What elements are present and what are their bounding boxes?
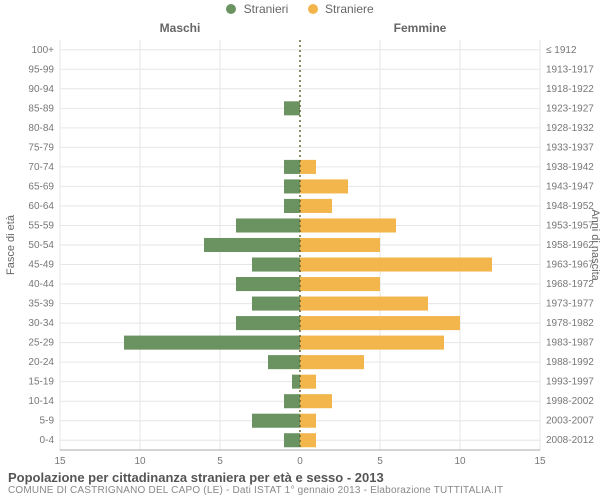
birth-year-label: 1988-1992	[546, 357, 594, 368]
age-label: 75-79	[28, 142, 54, 153]
caption-subtitle: COMUNE DI CASTRIGNANO DEL CAPO (LE) - Da…	[8, 485, 592, 496]
plot-area: 5 5 10 10 15 15 0 100+ ≤ 1912 95-99 1913-1917 90-94…	[0, 0, 600, 500]
bar-male	[252, 257, 300, 271]
age-label: 25-29	[28, 338, 54, 349]
bar-female	[300, 414, 316, 428]
x-tick-label: 10	[134, 456, 146, 467]
x-tick-label: 0	[297, 456, 303, 467]
bar-female	[300, 355, 364, 369]
age-label: 30-34	[28, 318, 54, 329]
age-label: 10-14	[28, 396, 54, 407]
birth-year-label: 1958-1962	[546, 240, 594, 251]
bar-female	[300, 238, 380, 252]
birth-year-label: 1973-1977	[546, 299, 594, 310]
age-label: 0-4	[40, 435, 55, 446]
legend-swatch-straniere	[308, 4, 318, 14]
birth-year-label: 2003-2007	[546, 416, 594, 427]
birth-year-label: 1913-1917	[546, 64, 594, 75]
x-tick-label: 10	[454, 456, 466, 467]
bar-male	[284, 101, 300, 115]
age-label: 60-64	[28, 201, 54, 212]
y-axis-left-title: Fasce di età	[5, 214, 17, 275]
bar-male	[292, 375, 300, 389]
chart-caption: Popolazione per cittadinanza straniera p…	[8, 470, 592, 496]
panel-title-male: Maschi	[160, 21, 201, 35]
age-label: 40-44	[28, 279, 54, 290]
bar-male	[204, 238, 300, 252]
birth-year-label: 1998-2002	[546, 396, 594, 407]
bar-female	[300, 179, 348, 193]
bar-female	[300, 433, 316, 447]
birth-year-label: 1948-1952	[546, 201, 594, 212]
age-label: 85-89	[28, 103, 54, 114]
age-label: 15-19	[28, 377, 54, 388]
birth-year-label: 1928-1932	[546, 123, 594, 134]
age-label: 20-24	[28, 357, 54, 368]
bar-female	[300, 394, 332, 408]
birth-year-label: 1953-1957	[546, 220, 594, 231]
birth-year-label: ≤ 1912	[546, 45, 577, 56]
bar-female	[300, 257, 492, 271]
bar-female	[300, 218, 396, 232]
bar-male	[284, 179, 300, 193]
age-label: 70-74	[28, 162, 54, 173]
caption-title: Popolazione per cittadinanza straniera p…	[8, 470, 592, 485]
birth-year-label: 1968-1972	[546, 279, 594, 290]
panel-title-female: Femmine	[394, 21, 447, 35]
birth-year-label: 1943-1947	[546, 181, 594, 192]
birth-year-label: 1978-1982	[546, 318, 594, 329]
legend: Stranieri Straniere	[0, 2, 600, 16]
bar-male	[284, 199, 300, 213]
bar-female	[300, 336, 444, 350]
legend-label-stranieri: Stranieri	[244, 2, 289, 16]
x-tick-label: 15	[534, 456, 546, 467]
y-axis-right-title: Anni di nascita	[589, 209, 600, 281]
birth-year-label: 1933-1937	[546, 142, 594, 153]
bar-male	[284, 394, 300, 408]
birth-year-label: 1963-1967	[546, 260, 594, 271]
age-label: 50-54	[28, 240, 54, 251]
bar-male	[268, 355, 300, 369]
population-pyramid-chart: { "chart": { "type": "population_pyramid…	[0, 0, 600, 500]
bar-male	[284, 160, 300, 174]
bar-female	[300, 316, 460, 330]
birth-year-label: 1918-1922	[546, 84, 594, 95]
legend-item-stranieri: Stranieri	[226, 2, 288, 16]
age-label: 35-39	[28, 299, 54, 310]
birth-year-label: 1993-1997	[546, 377, 594, 388]
bar-female	[300, 160, 316, 174]
birth-year-label: 1938-1942	[546, 162, 594, 173]
x-tick-label: 5	[377, 456, 383, 467]
age-label: 55-59	[28, 220, 54, 231]
x-tick-label: 5	[217, 456, 223, 467]
age-label: 45-49	[28, 260, 54, 271]
bar-male	[252, 414, 300, 428]
bar-female	[300, 277, 380, 291]
age-label: 65-69	[28, 181, 54, 192]
birth-year-label: 2008-2012	[546, 435, 594, 446]
birth-year-label: 1983-1987	[546, 338, 594, 349]
bar-male	[236, 316, 300, 330]
bar-female	[300, 375, 316, 389]
bar-male	[236, 277, 300, 291]
age-label: 95-99	[28, 64, 54, 75]
legend-label-straniere: Straniere	[325, 2, 374, 16]
birth-year-label: 1923-1927	[546, 103, 594, 114]
age-label: 80-84	[28, 123, 54, 134]
bar-male	[236, 218, 300, 232]
age-label: 5-9	[40, 416, 55, 427]
x-tick-label: 15	[54, 456, 66, 467]
bar-female	[300, 199, 332, 213]
age-label: 100+	[31, 45, 54, 56]
age-label: 90-94	[28, 84, 54, 95]
bar-male	[252, 297, 300, 311]
bar-female	[300, 297, 428, 311]
legend-item-straniere: Straniere	[308, 2, 374, 16]
bar-male	[124, 336, 300, 350]
bar-male	[284, 433, 300, 447]
legend-swatch-stranieri	[226, 4, 236, 14]
